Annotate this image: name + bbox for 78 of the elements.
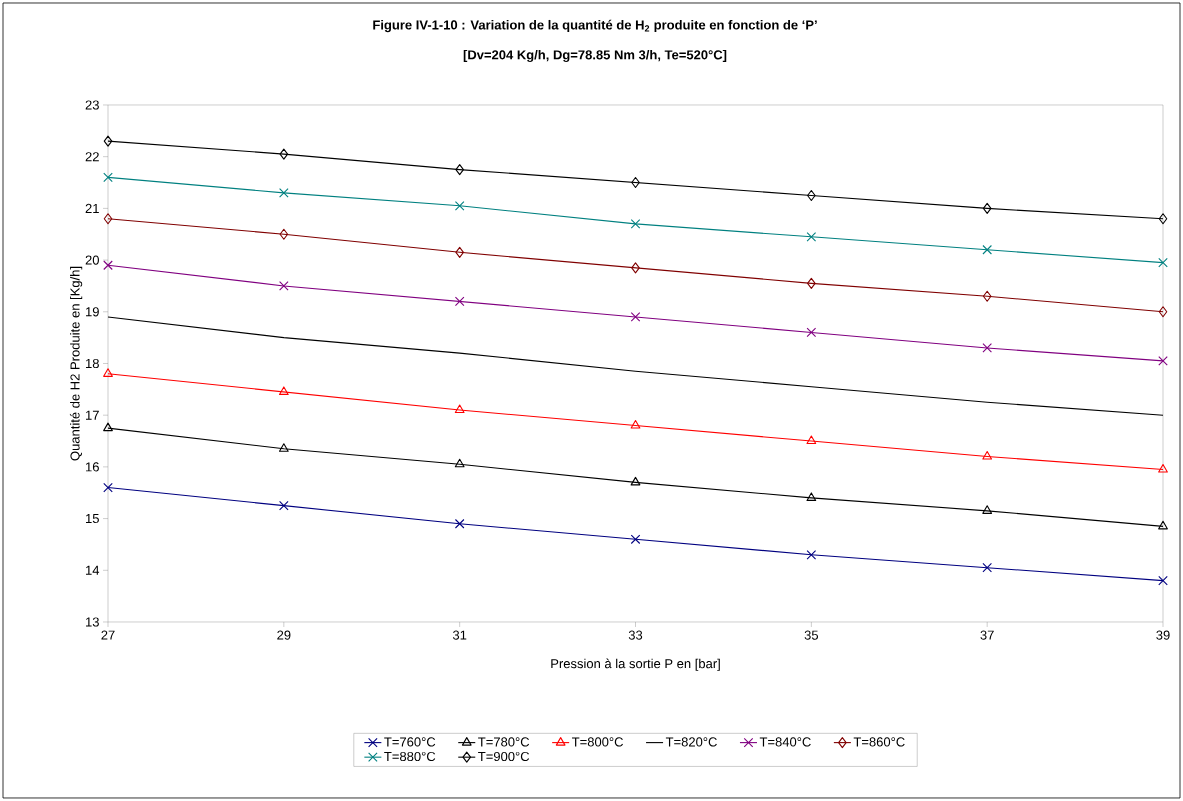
point	[630, 419, 641, 429]
point	[982, 244, 992, 255]
point	[454, 296, 465, 307]
point	[103, 260, 113, 271]
legend-label: T=760°C	[384, 737, 436, 747]
y-axis-title: Quantité de H2 Produite en [Kg/h]	[69, 266, 83, 461]
y-tick-label: 23	[85, 100, 99, 110]
y-tick-label: 21	[85, 203, 99, 213]
x-tick-label: 27	[101, 630, 115, 640]
y-tick-label: 18	[86, 358, 99, 369]
point	[982, 343, 992, 353]
point	[279, 281, 289, 291]
x-tick-label: 37	[980, 630, 994, 640]
point	[279, 500, 289, 511]
point	[807, 277, 816, 289]
point	[982, 450, 993, 460]
x-tick-label: 39	[1156, 630, 1170, 640]
point	[630, 534, 641, 545]
point	[1158, 257, 1168, 268]
point	[806, 232, 817, 242]
legend-label: T=880°C	[384, 751, 436, 762]
legend-label: T=780°C	[478, 737, 530, 747]
point	[982, 202, 992, 214]
y-tick-label: 16	[86, 462, 99, 472]
point	[630, 312, 641, 322]
legend-label: T=800°C	[572, 737, 624, 747]
point	[631, 262, 640, 274]
point	[1158, 356, 1168, 366]
point	[103, 213, 113, 225]
point	[806, 492, 817, 501]
point	[103, 135, 113, 147]
legend-label: T=860°C	[853, 737, 905, 747]
y-tick-label: 14	[86, 565, 100, 575]
point	[279, 148, 289, 160]
point	[279, 228, 289, 240]
chart-title: Figure IV-1-10 : Variation de la quantité de H$_{2}$ produite en fonction de ‘P’	[373, 19, 817, 33]
point	[1158, 306, 1168, 318]
point	[806, 435, 817, 445]
point	[454, 404, 465, 414]
point	[982, 505, 993, 514]
point	[279, 188, 289, 198]
point	[806, 327, 817, 338]
point	[454, 201, 465, 211]
point	[103, 482, 113, 493]
point	[1158, 213, 1168, 225]
y-tick-label: 17	[86, 410, 99, 420]
point	[455, 246, 464, 258]
point	[630, 476, 641, 486]
chart-subtitle: [Dv=204 Kg/h, Dg=78.85 Nm 3/h, Te=520°C]	[463, 49, 727, 63]
point	[278, 443, 289, 452]
point	[982, 290, 992, 302]
y-tick-label: 19	[86, 307, 99, 317]
legend-label: T=820°C	[665, 737, 717, 747]
point	[806, 549, 817, 560]
x-tick-label: 31	[452, 630, 467, 640]
y-tick-label: 20	[85, 255, 99, 265]
legend-label: T=840°C	[759, 737, 811, 747]
y-tick-label: 13	[86, 617, 99, 627]
point	[103, 368, 113, 377]
point	[454, 518, 465, 529]
point	[1158, 520, 1168, 530]
point	[1158, 463, 1168, 473]
point	[103, 422, 113, 432]
point	[630, 219, 641, 229]
point	[103, 172, 113, 183]
point	[454, 458, 465, 468]
line-series	[107, 316, 1164, 416]
legend-label: T=900°C	[478, 751, 530, 762]
x-tick-label: 29	[277, 630, 291, 640]
y-tick-label: 15	[86, 514, 99, 524]
y-tick-label: 22	[85, 152, 99, 162]
point	[455, 164, 464, 176]
point	[1158, 575, 1168, 586]
x-tick-label: 33	[628, 630, 643, 640]
x-tick-label: 35	[804, 630, 819, 640]
point	[982, 562, 992, 573]
point	[278, 386, 289, 395]
x-axis-title: Pression à la sortie P en [bar]	[551, 658, 720, 671]
